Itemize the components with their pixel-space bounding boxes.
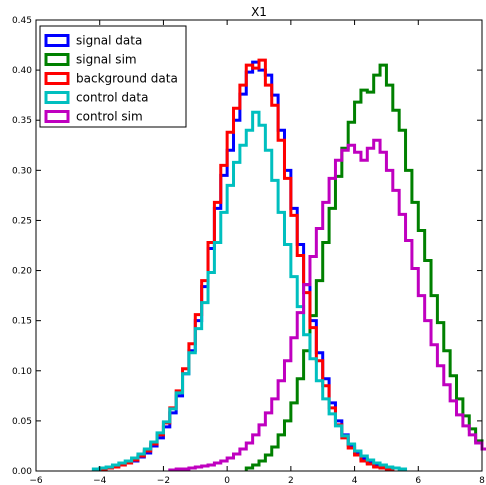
x-tick-label: 0 xyxy=(224,476,230,485)
series-layer xyxy=(91,58,486,472)
legend-label: signal sim xyxy=(76,53,137,67)
legend-label: signal data xyxy=(76,34,142,48)
y-tick-label: 0.00 xyxy=(12,467,32,477)
x-tick-label: 2 xyxy=(288,476,294,485)
x-tick-label: 4 xyxy=(352,476,358,485)
x-tick-label: −4 xyxy=(93,476,107,485)
legend-swatch xyxy=(44,53,70,66)
plot-frame xyxy=(35,19,483,472)
x-tick-label: −2 xyxy=(157,476,170,485)
legend-label: background data xyxy=(76,72,178,86)
x-tick-label: −6 xyxy=(29,476,43,485)
legend-label: control data xyxy=(76,91,148,105)
y-tick-label: 0.35 xyxy=(12,116,32,126)
y-tick-label: 0.30 xyxy=(12,166,32,176)
ticks-layer: −6 −4 −2 0 2 4 6 8 0.00 0.05 0.10 0.15 0.20 0.25 0.30 0… xyxy=(12,16,485,485)
x-tick-label: 8 xyxy=(479,476,485,485)
series-line-control-data xyxy=(91,110,408,471)
y-tick-label: 0.05 xyxy=(12,417,32,427)
series-line-background-data xyxy=(98,58,395,471)
y-tick-label: 0.45 xyxy=(12,16,32,26)
legend-swatch xyxy=(44,91,70,104)
legend-label: control sim xyxy=(76,110,143,124)
y-tick-label: 0.20 xyxy=(12,267,32,277)
y-tick-label: 0.15 xyxy=(12,317,32,327)
legend-swatch xyxy=(44,72,70,85)
chart-title: X1 xyxy=(251,5,267,19)
legend-swatch xyxy=(44,34,70,47)
y-tick-label: 0.25 xyxy=(12,216,32,226)
legend-swatch xyxy=(44,110,70,123)
y-tick-label: 0.10 xyxy=(12,367,32,377)
series-line-control-sim xyxy=(168,138,486,472)
y-tick-label: 0.40 xyxy=(12,66,32,76)
legend: signal data signal sim background data cont… xyxy=(39,25,187,128)
x-tick-label: 6 xyxy=(415,476,421,485)
